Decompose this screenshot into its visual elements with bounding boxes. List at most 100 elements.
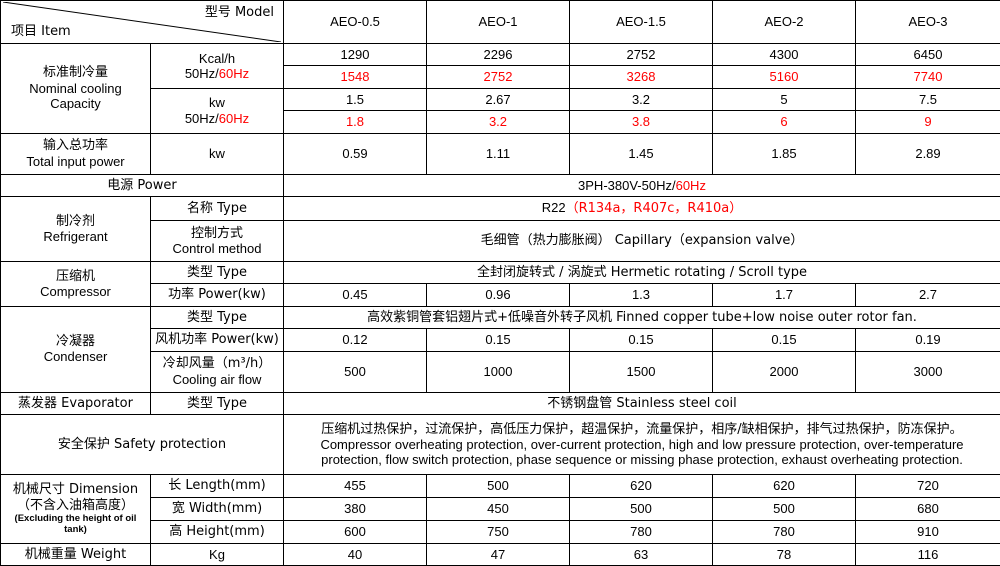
row-label-refrigerant: 制冷剂 Refrigerant [0, 196, 151, 262]
sub-label-width: 宽 Width(mm) [150, 496, 284, 521]
freq-60hz: 60Hz [218, 65, 250, 81]
table-cell: 0.12 [283, 328, 427, 352]
refrigerant-type-value: R22（R134a，R407c，R410a） [283, 196, 1000, 221]
table-row-compressor-power: 功率 Power(kw) 0.45 0.96 1.3 1.7 2.7 [1, 283, 1000, 307]
row-label-total-input-power: 输入总功率 Total input power [0, 132, 151, 175]
table-cell: 780 [712, 519, 856, 544]
unit-text: kw [209, 95, 225, 111]
sub-label-compressor-power: 功率 Power(kw) [150, 283, 284, 307]
table-row-refrigerant-control: 控制方式 Control method 毛细管（热力膨胀阀） Capillary… [1, 219, 1000, 262]
table-row-total-input-power: 输入总功率 Total input power kw 0.59 1.11 1.4… [0, 132, 1000, 175]
table-row-weight: 机械重量 Weight Kg 40 47 63 78 116 [0, 542, 1000, 566]
table-cell: 2000 [712, 350, 856, 393]
row-label-condenser: 冷凝器 Condenser [0, 305, 151, 393]
refrigerant-alternatives: （R134a，R407c，R410a） [565, 201, 743, 217]
table-cell: 63 [569, 542, 713, 566]
label-line1: 机械尺寸 Dimension [12, 482, 139, 498]
table-cell: 5160 [712, 65, 856, 89]
model-column-header: AEO-2 [712, 0, 856, 44]
header-model-label: 型号 Model [204, 5, 274, 20]
table-cell: 1000 [426, 350, 570, 393]
table-cell: 1290 [283, 42, 427, 67]
safety-text-cn: 压缩机过热保护，过流保护，高低压力保护，超温保护，流量保护，相序/缺相保护，排气… [321, 421, 963, 437]
table-cell: 455 [283, 473, 427, 498]
table-cell: 0.15 [712, 328, 856, 352]
unit-label-kcal: Kcal/h 50Hz/60Hz [150, 43, 284, 89]
table-cell: 0.15 [426, 328, 570, 352]
table-cell: 500 [283, 350, 427, 393]
table-cell: 450 [426, 496, 570, 521]
header-corner-cell: 型号 Model 项目 Item [0, 0, 284, 44]
table-cell: 620 [569, 473, 713, 498]
unit-label-kg: Kg [150, 542, 284, 566]
table-row-cooling-kw-60hz: 1.8 3.2 3.8 6 9 [1, 110, 1000, 134]
table-cell: 1.8 [283, 110, 427, 134]
sub-label-compressor-type: 类型 Type [150, 260, 284, 285]
table-row-dimension-width: 宽 Width(mm) 380 450 500 500 680 [1, 496, 1000, 521]
label-en: Refrigerant [43, 229, 108, 245]
sub-label-fan-power: 风机功率 Power(kw) [150, 328, 284, 352]
safety-protection-value: 压缩机过热保护，过流保护，高低压力保护，超温保护，流量保护，相序/缺相保护，排气… [283, 414, 1000, 475]
table-cell: 4300 [712, 42, 856, 67]
label-cn: 制冷剂 [55, 213, 95, 229]
table-row-condenser-air-flow: 冷却风量（m³/h） Cooling air flow 500 1000 150… [1, 350, 1000, 393]
unit-label-kw: kw [150, 132, 284, 175]
table-row-safety-protection: 安全保护 Safety protection 压缩机过热保护，过流保护，高低压力… [0, 414, 1000, 475]
table-cell: 2752 [426, 65, 570, 89]
label-en: Total input power [26, 153, 125, 169]
model-column-header: AEO-3 [855, 0, 1000, 44]
table-cell: 0.15 [569, 328, 713, 352]
row-label-power-supply: 电源 Power [0, 173, 284, 198]
model-column-header: AEO-1 [426, 0, 570, 44]
table-cell: 600 [283, 519, 427, 544]
table-row-dimension-length: 机械尺寸 Dimension （不含入油箱高度） (Excluding the … [0, 473, 1000, 544]
table-row-refrigerant-type: 制冷剂 Refrigerant 名称 Type R22（R134a，R407c，… [0, 196, 1000, 262]
model-column-header: AEO-1.5 [569, 0, 713, 44]
sub-label-condenser-type: 类型 Type [150, 305, 284, 330]
label-cn: 输入总功率 [42, 138, 108, 154]
table-cell: 910 [855, 519, 1000, 544]
frequency-label: 50Hz/60Hz [153, 111, 281, 126]
label-en: Cooling air flow [172, 371, 262, 387]
table-cell: 3.8 [569, 110, 713, 134]
header-item-label: 项目 Item [11, 23, 71, 39]
table-cell: 3.2 [426, 110, 570, 134]
table-row-compressor-type: 压缩机 Compressor 类型 Type 全封闭旋转式 / 涡旋式 Herm… [0, 260, 1000, 307]
table-cell: 116 [855, 542, 1000, 566]
table-row-dimension-height: 高 Height(mm) 600 750 780 780 910 [1, 519, 1000, 544]
table-row-cooling-kcal-60hz: 1548 2752 3268 5160 7740 [1, 65, 1000, 89]
row-label-evaporator: 蒸发器 Evaporator [0, 391, 151, 416]
table-cell: 500 [712, 496, 856, 521]
table-cell: 78 [712, 542, 856, 566]
safety-text-en-line2: protection, flow switch protection, phas… [321, 452, 963, 468]
table-cell: 1.3 [569, 283, 713, 307]
sub-label-cooling-air-flow: 冷却风量（m³/h） Cooling air flow [150, 350, 284, 393]
label-line2: （不含入油箱高度） [16, 497, 134, 513]
condenser-type-value: 高效紫铜管套铝翅片式+低噪音外转子风机 Finned copper tube+l… [283, 305, 1000, 330]
row-label-compressor: 压缩机 Compressor [0, 260, 151, 307]
table-cell: 620 [712, 473, 856, 498]
table-cell: 2296 [426, 42, 570, 67]
table-cell: 6 [712, 110, 856, 134]
table-cell: 0.19 [855, 328, 1000, 352]
table-cell: 3268 [569, 65, 713, 89]
table-cell: 780 [569, 519, 713, 544]
sub-label-evaporator-type: 类型 Type [150, 391, 284, 416]
refrigerant-primary: R22 [541, 200, 566, 216]
label-en: Compressor [40, 283, 111, 299]
freq-50hz: 50Hz/ [184, 110, 219, 126]
unit-text: Kcal/h [198, 50, 236, 66]
model-column-header: AEO-0.5 [283, 0, 427, 44]
power-supply-60hz: 60Hz [675, 177, 706, 193]
table-cell: 1.7 [712, 283, 856, 307]
frequency-label: 50Hz/60Hz [153, 66, 281, 81]
label-cn: 压缩机 [55, 268, 95, 284]
table-cell: 6450 [855, 42, 1000, 67]
sub-label-length: 长 Length(mm) [150, 473, 284, 498]
table-cell: 380 [283, 496, 427, 521]
table-cell: 750 [426, 519, 570, 544]
safety-text-en-line1: Compressor overheating protection, over-… [320, 436, 964, 452]
freq-50hz: 50Hz/ [184, 65, 219, 81]
table-cell: 500 [426, 473, 570, 498]
